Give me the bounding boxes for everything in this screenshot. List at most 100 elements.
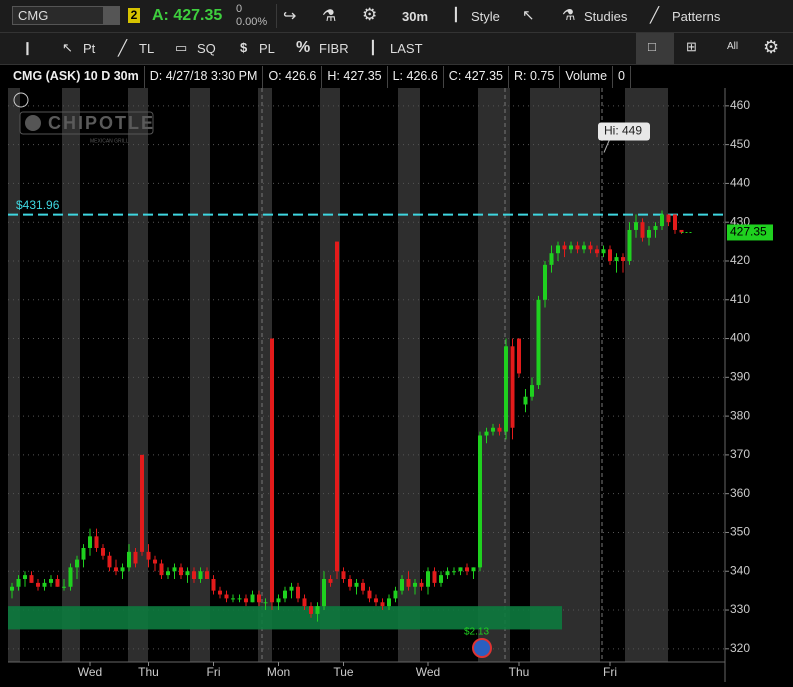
logo-icon: [25, 115, 41, 131]
candle-body: [647, 229, 651, 238]
tool-sq[interactable]: SQ: [197, 41, 216, 56]
x-tick-label: Mon: [267, 665, 290, 679]
tool-pl[interactable]: PL: [259, 41, 275, 56]
link-badge[interactable]: 2: [128, 8, 140, 23]
candle-body: [283, 590, 287, 599]
candle-body: [55, 579, 60, 587]
candle-body: [361, 582, 365, 591]
candle-body: [452, 571, 456, 573]
chart-settings[interactable]: ⚙: [763, 37, 780, 57]
fibr-icon: %: [296, 39, 311, 56]
tool-tl[interactable]: TL: [139, 41, 155, 56]
share-icon[interactable]: ↪: [283, 8, 297, 25]
style-button[interactable]: Style: [471, 9, 500, 24]
support-zone: [8, 606, 562, 630]
cursor-icon[interactable]: ↖: [522, 7, 535, 24]
candle-body: [595, 249, 599, 254]
tool-fibr[interactable]: FIBR: [319, 41, 349, 56]
candle-body: [413, 582, 417, 587]
candle-body: [374, 598, 378, 603]
candle-body: [679, 229, 684, 233]
tool-last[interactable]: LAST: [390, 41, 423, 56]
candle-body: [491, 427, 495, 432]
style-icon: ┃: [452, 7, 460, 22]
alert-icon: [13, 92, 29, 108]
price-line-label: $431.96: [16, 198, 60, 212]
x-tick-label: Fri: [207, 665, 221, 679]
y-tick-label: 460: [730, 98, 750, 112]
candle-body: [510, 346, 515, 428]
candle-body: [36, 582, 40, 587]
pl-icon: $: [240, 40, 248, 55]
candle-body: [536, 299, 541, 386]
header-field: H: 427.35: [322, 66, 388, 88]
chart: 3203303403503603703803904004104204304404…: [8, 88, 773, 682]
candle-body: [367, 590, 372, 599]
header-field: R: 0.75: [509, 66, 561, 88]
candle-body: [192, 571, 196, 580]
candle-body: [315, 606, 320, 614]
y-tick-label: 350: [730, 525, 750, 539]
candle-body: [198, 571, 203, 580]
candle-body: [276, 598, 281, 603]
candle-body: [627, 229, 632, 261]
layout-all[interactable]: All: [727, 41, 739, 52]
ask-price: A: 427.35: [152, 7, 223, 24]
y-tick-label: 360: [730, 486, 750, 500]
candle-body: [322, 579, 326, 607]
tool-pt[interactable]: Pt: [83, 41, 96, 56]
header-field: Volume: [560, 66, 614, 88]
y-tick-label: 420: [730, 253, 750, 267]
session-band: [190, 88, 210, 662]
candle-body: [497, 427, 502, 432]
candle-body: [81, 547, 86, 560]
candle-body: [166, 571, 170, 576]
candle-body: [101, 547, 105, 556]
layout-single[interactable]: □: [648, 39, 656, 54]
header-field: D: 4/27/18 3:30 PM: [145, 66, 264, 88]
candle-body: [673, 214, 677, 230]
y-tick-label: 400: [730, 331, 750, 345]
header-field: L: 426.6: [388, 66, 444, 88]
candle-body: [62, 586, 66, 588]
candle-body: [634, 222, 638, 230]
pin-icon[interactable]: ❙: [22, 40, 33, 55]
candle-body: [549, 253, 554, 265]
candle-body: [179, 567, 183, 576]
high-bubble-label: Hi: 449: [604, 124, 642, 138]
candle-body: [543, 264, 547, 300]
change-pct: 0.00%: [236, 16, 268, 28]
header-field: CMG (ASK) 10 D 30m: [8, 66, 145, 88]
candle-body: [601, 249, 606, 254]
candle-body: [621, 257, 625, 261]
candle-body: [335, 241, 339, 572]
candle-body: [107, 555, 112, 568]
symbol-dropdown[interactable]: [103, 7, 119, 24]
candle-body: [49, 579, 53, 583]
candle-body: [120, 567, 125, 572]
candle-body: [556, 245, 560, 254]
settings-icon[interactable]: ⚙: [362, 5, 378, 24]
candle-body: [439, 575, 443, 583]
aggregation[interactable]: 30m: [402, 9, 429, 24]
candle-body: [205, 571, 209, 580]
layout-grid[interactable]: ⊞: [686, 39, 697, 54]
studies-button[interactable]: Studies: [584, 9, 628, 24]
candle-body: [653, 226, 658, 230]
flask-icon[interactable]: ⚗: [322, 8, 337, 25]
y-tick-label: 380: [730, 408, 750, 422]
candle-body: [257, 594, 261, 603]
last-icon: ┃: [369, 40, 377, 55]
symbol-box[interactable]: CMG: [12, 6, 120, 25]
header-field: C: 427.35: [444, 66, 510, 88]
candle-body: [296, 586, 300, 599]
y-tick-label: 410: [730, 292, 750, 306]
session-band: [62, 88, 80, 662]
candle-body: [517, 338, 521, 374]
layout-active[interactable]: [636, 33, 674, 64]
candle-body: [42, 582, 47, 587]
patterns-button[interactable]: Patterns: [672, 9, 721, 24]
candle-body: [88, 536, 92, 548]
candle-body: [523, 396, 528, 405]
